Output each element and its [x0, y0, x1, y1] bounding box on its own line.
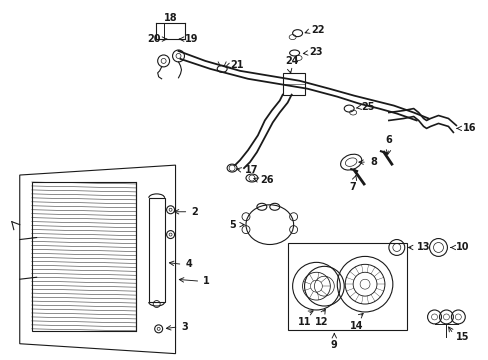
Text: 12: 12 [314, 317, 327, 327]
Bar [148, 198, 164, 302]
Text: 6: 6 [385, 135, 391, 145]
Text: 9: 9 [330, 340, 337, 350]
Text: 23: 23 [309, 47, 323, 57]
Bar [282, 73, 304, 95]
Text: 5: 5 [229, 220, 236, 230]
Text: 21: 21 [230, 60, 243, 70]
Text: 15: 15 [455, 332, 469, 342]
Text: 17: 17 [244, 165, 258, 175]
Text: 20: 20 [147, 34, 161, 44]
Bar [287, 243, 406, 330]
Text: 26: 26 [259, 175, 273, 185]
Text: 16: 16 [462, 123, 476, 134]
Text: 22: 22 [311, 25, 325, 35]
Text: 3: 3 [181, 322, 188, 332]
Text: 24: 24 [285, 56, 298, 66]
Text: 25: 25 [360, 102, 374, 112]
Text: 13: 13 [416, 243, 429, 252]
Text: 8: 8 [369, 157, 376, 167]
Bar [32, 182, 136, 331]
Text: 18: 18 [163, 13, 177, 23]
Text: 19: 19 [184, 34, 198, 44]
Text: 11: 11 [297, 317, 311, 327]
Text: 7: 7 [349, 182, 356, 192]
Text: 14: 14 [350, 321, 363, 331]
Text: 1: 1 [203, 276, 210, 286]
Text: 4: 4 [185, 259, 192, 269]
Text: 10: 10 [455, 243, 469, 252]
Text: 2: 2 [191, 207, 198, 217]
